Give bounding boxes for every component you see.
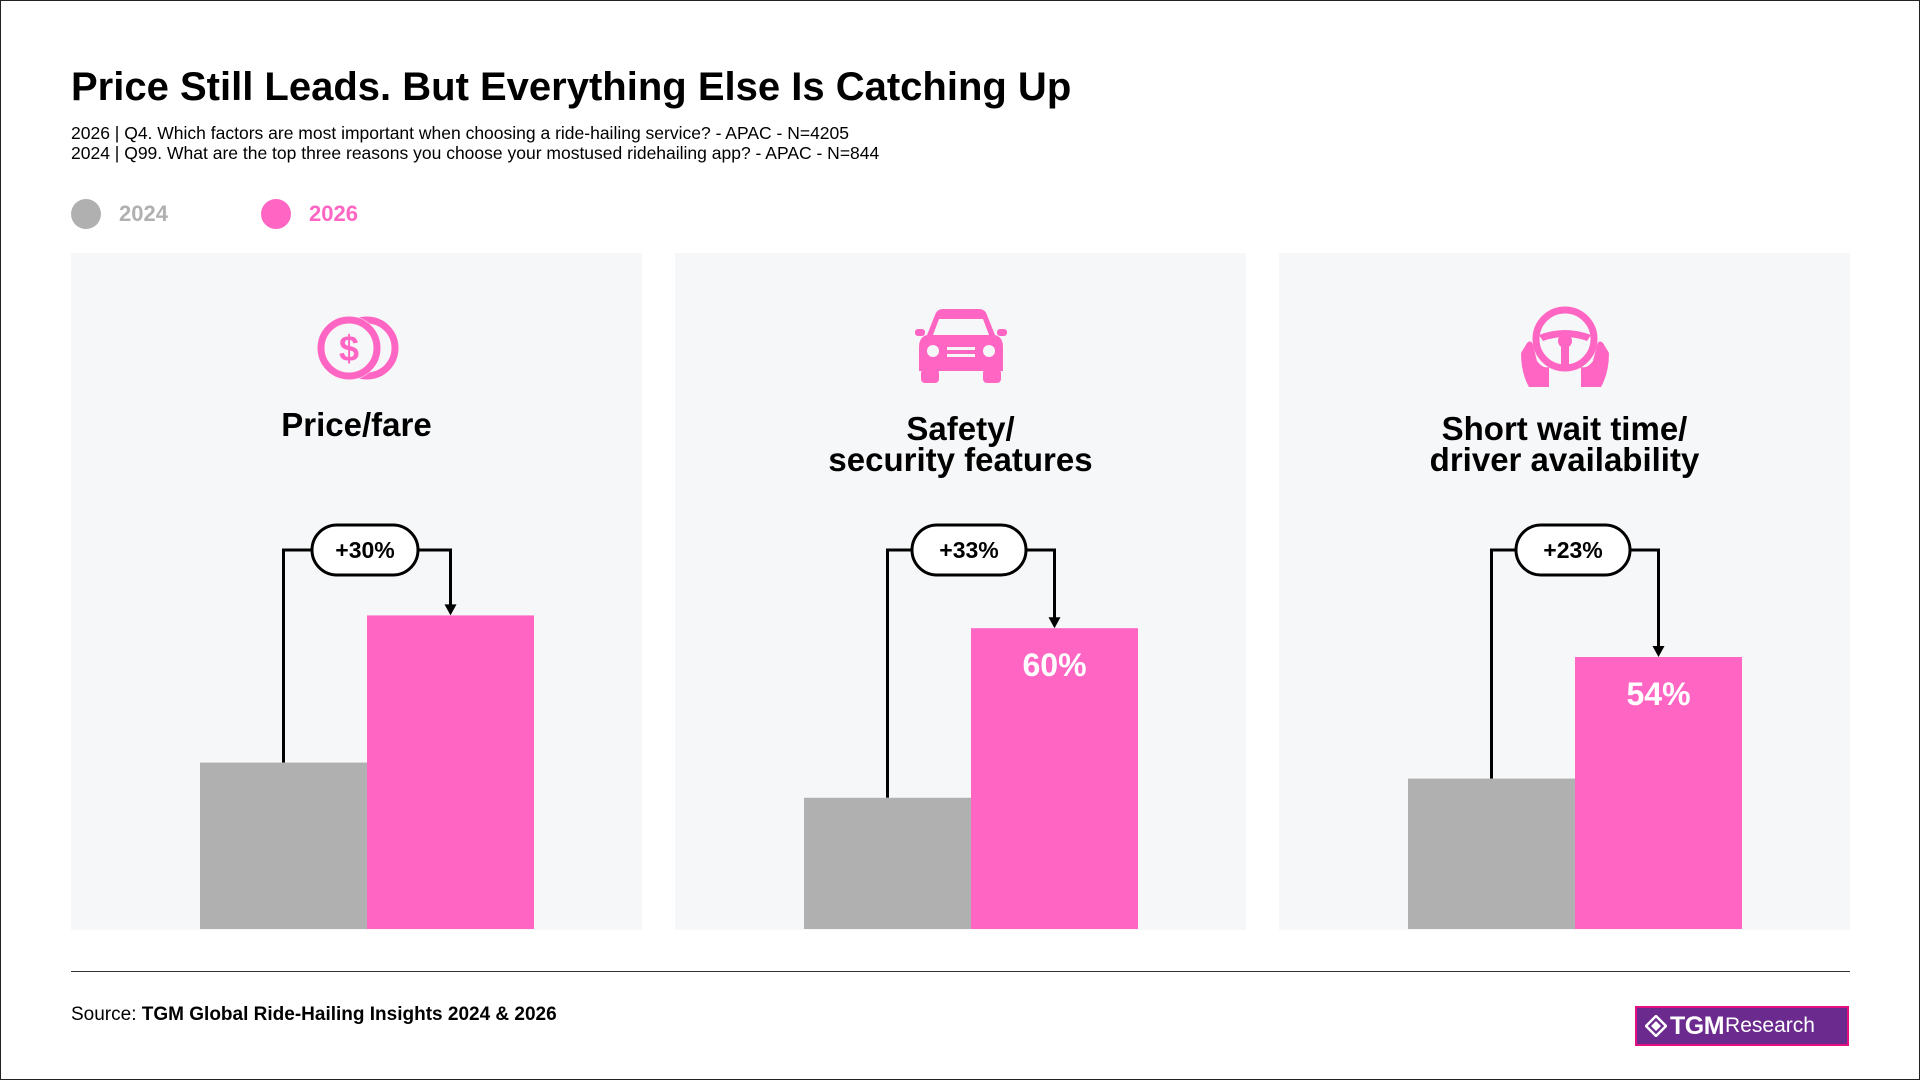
bar-2024-safety-security (804, 797, 971, 929)
bar-2024-wait-time (1408, 778, 1575, 929)
connector-line-right (1630, 548, 1660, 648)
change-label-price-fare: +30% (335, 537, 394, 563)
panel-title-price-fare: Price/fare (71, 406, 642, 443)
connector-line-right (1026, 548, 1056, 620)
tgm-diamond-icon (1645, 1015, 1667, 1037)
change-connector (282, 548, 457, 763)
change-pill (910, 523, 1028, 577)
connector-line-left (886, 548, 912, 798)
connector-line-right (418, 548, 452, 607)
connector-arrowhead (1048, 617, 1061, 629)
change-label-safety-security: +33% (939, 537, 998, 563)
legend-item-2024: 2024 (71, 199, 168, 229)
data-label-2026-wait-time: 54% (1626, 676, 1690, 712)
connector-line-left (1490, 548, 1516, 779)
tgm-research-logo: TGM Research (1635, 1006, 1849, 1046)
subtitle-2026-question: 2026 | Q4. Which factors are most import… (71, 123, 849, 143)
logo-research-text: Research (1725, 1014, 1815, 1037)
panel-title-safety-security: Safety/ security features (675, 410, 1246, 478)
bar-2026-price-fare (367, 615, 534, 929)
svg-text:$: $ (338, 328, 358, 369)
subtitle-2024-question: 2024 | Q99. What are the top three reaso… (71, 143, 880, 163)
panel-title-line-1: Short wait time/ (1441, 410, 1688, 447)
panel-title-line-2: driver availability (1429, 441, 1700, 478)
legend-swatch-2024 (71, 199, 101, 229)
panel-title-wait-time: Short wait time/ driver availability (1279, 410, 1850, 478)
chart-price-fare: +30% (200, 523, 534, 929)
source-prefix: Source: (71, 1004, 137, 1025)
logo-tgm-text: TGM (1670, 1011, 1725, 1040)
bar-2024-price-fare (200, 762, 367, 929)
data-label-2026-safety-security: 60% (1022, 647, 1086, 683)
change-label-wait-time: +23% (1543, 537, 1602, 563)
panel-title-line-1: Safety/ (906, 410, 1015, 447)
bar-2026-safety-security (971, 628, 1138, 929)
connector-arrowhead (1652, 646, 1665, 657)
chart-wait-time: 54% +23% (1408, 523, 1742, 929)
chart-safety-security: 60% +33% (804, 523, 1138, 929)
source-note: Source: TGM Global Ride-Hailing Insights… (71, 1004, 557, 1026)
change-pill (1514, 523, 1632, 577)
panel-title-line-2: security features (828, 441, 1093, 478)
legend-item-2026: 2026 (261, 199, 358, 229)
car-icon (675, 303, 1246, 393)
page-title: Price Still Leads. But Everything Else I… (71, 65, 1072, 109)
bar-2026-wait-time (1575, 657, 1742, 929)
legend-label-2024: 2024 (119, 201, 168, 226)
legend-swatch-2026 (261, 199, 291, 229)
panel-title-line-1: Price/fare (281, 406, 432, 443)
panel-wait-time: Short wait time/ driver availability 54%… (1279, 253, 1850, 930)
panel-price-fare: $ Price/fare +30% (71, 253, 642, 930)
connector-arrowhead (444, 604, 457, 616)
change-pill (310, 523, 420, 577)
connector-line-left (282, 548, 312, 763)
coins-dollar-icon: $ (71, 303, 642, 393)
steering-wheel-hands-icon (1279, 303, 1850, 393)
panel-safety-security: Safety/ security features 60% +33% (675, 253, 1246, 930)
footer-divider (71, 971, 1850, 972)
change-connector (1490, 548, 1665, 779)
legend-label-2026: 2026 (309, 201, 358, 226)
change-connector (886, 548, 1061, 798)
source-text: TGM Global Ride-Hailing Insights 2024 & … (141, 1004, 557, 1025)
